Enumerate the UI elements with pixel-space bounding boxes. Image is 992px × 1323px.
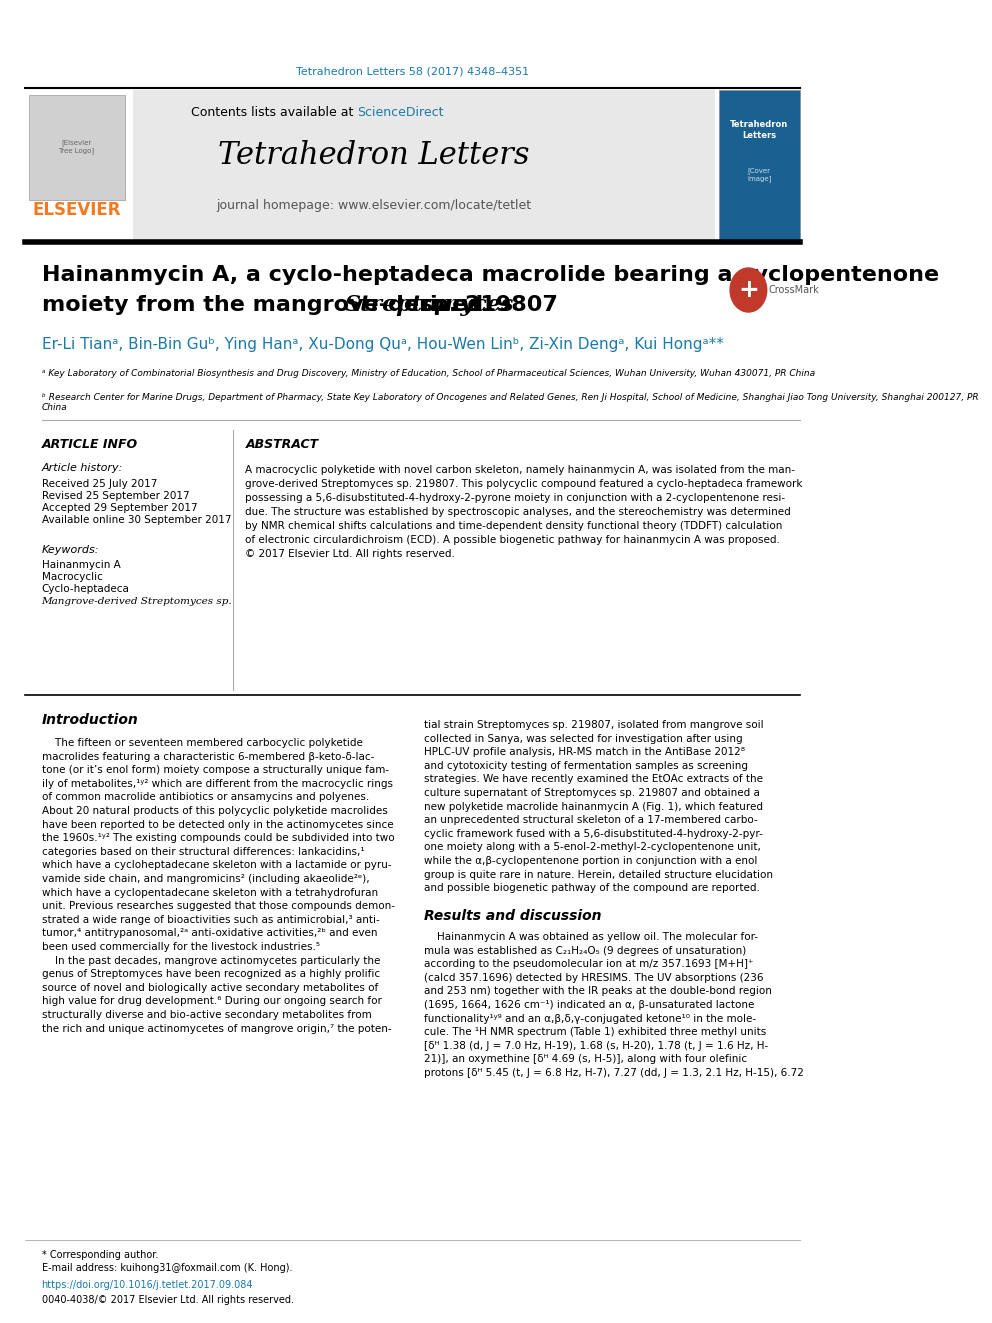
Text: Results and discussion: Results and discussion xyxy=(425,909,601,923)
Text: Er-Li Tianᵃ, Bin-Bin Guᵇ, Ying Hanᵃ, Xu-Dong Quᵃ, Hou-Wen Linᵇ, Zi-Xin Dengᵃ, Ku: Er-Li Tianᵃ, Bin-Bin Guᵇ, Ying Hanᵃ, Xu-… xyxy=(42,337,723,352)
FancyBboxPatch shape xyxy=(719,90,800,239)
Text: journal homepage: www.elsevier.com/locate/tetlet: journal homepage: www.elsevier.com/locat… xyxy=(216,198,532,212)
FancyBboxPatch shape xyxy=(29,95,125,200)
Text: CrossMark: CrossMark xyxy=(769,284,819,295)
Text: sp. 219807: sp. 219807 xyxy=(412,295,558,315)
Text: Received 25 July 2017: Received 25 July 2017 xyxy=(42,479,157,490)
Text: +: + xyxy=(738,278,759,302)
Text: ELSEVIER: ELSEVIER xyxy=(33,201,121,220)
Text: Hainanmycin A was obtained as yellow oil. The molecular for-
mula was establishe: Hainanmycin A was obtained as yellow oil… xyxy=(425,931,804,1078)
Text: The fifteen or seventeen membered carbocyclic polyketide
macrolides featuring a : The fifteen or seventeen membered carboc… xyxy=(42,738,395,1033)
FancyBboxPatch shape xyxy=(25,90,133,239)
Text: Macrocyclic: Macrocyclic xyxy=(42,572,102,582)
Text: Tetrahedron Letters 58 (2017) 4348–4351: Tetrahedron Letters 58 (2017) 4348–4351 xyxy=(296,67,529,77)
Text: https://doi.org/10.1016/j.tetlet.2017.09.084: https://doi.org/10.1016/j.tetlet.2017.09… xyxy=(42,1279,253,1290)
FancyBboxPatch shape xyxy=(74,90,715,239)
Text: Mangrove-derived Streptomyces sp.: Mangrove-derived Streptomyces sp. xyxy=(42,597,232,606)
Text: Streptomyces: Streptomyces xyxy=(345,294,515,316)
Text: Hainanmycin A: Hainanmycin A xyxy=(42,560,120,570)
Text: 0040-4038/© 2017 Elsevier Ltd. All rights reserved.: 0040-4038/© 2017 Elsevier Ltd. All right… xyxy=(42,1295,294,1304)
Text: ᵃ Key Laboratory of Combinatorial Biosynthesis and Drug Discovery, Ministry of E: ᵃ Key Laboratory of Combinatorial Biosyn… xyxy=(42,369,814,377)
Text: E-mail address: kuihong31@foxmail.com (K. Hong).: E-mail address: kuihong31@foxmail.com (K… xyxy=(42,1263,292,1273)
Text: Hainanmycin A, a cyclo-heptadeca macrolide bearing a cyclopentenone: Hainanmycin A, a cyclo-heptadeca macroli… xyxy=(42,265,938,284)
Text: A macrocyclic polyketide with novel carbon skeleton, namely hainanmycin A, was i: A macrocyclic polyketide with novel carb… xyxy=(245,464,803,560)
Text: Keywords:: Keywords: xyxy=(42,545,99,556)
Text: Accepted 29 September 2017: Accepted 29 September 2017 xyxy=(42,503,197,513)
Text: * Corresponding author.: * Corresponding author. xyxy=(42,1250,158,1259)
Text: [Cover
Image]: [Cover Image] xyxy=(747,168,772,183)
Text: Tetrahedron
Letters: Tetrahedron Letters xyxy=(730,120,789,140)
Text: moiety from the mangrove-derived: moiety from the mangrove-derived xyxy=(42,295,490,315)
Circle shape xyxy=(730,269,767,312)
Text: Cyclo-heptadeca: Cyclo-heptadeca xyxy=(42,583,129,594)
Text: Article history:: Article history: xyxy=(42,463,123,474)
Text: Tetrahedron Letters: Tetrahedron Letters xyxy=(218,139,530,171)
Text: ARTICLE INFO: ARTICLE INFO xyxy=(42,438,138,451)
Text: [Elsevier
Tree Logo]: [Elsevier Tree Logo] xyxy=(59,140,94,155)
Text: tial strain Streptomyces sp. 219807, isolated from mangrove soil
collected in Sa: tial strain Streptomyces sp. 219807, iso… xyxy=(425,720,773,893)
Text: Revised 25 September 2017: Revised 25 September 2017 xyxy=(42,491,189,501)
Text: ᵇ Research Center for Marine Drugs, Department of Pharmacy, State Key Laboratory: ᵇ Research Center for Marine Drugs, Depa… xyxy=(42,393,978,413)
Text: ScienceDirect: ScienceDirect xyxy=(357,106,444,119)
Text: Introduction: Introduction xyxy=(42,713,138,728)
Text: Available online 30 September 2017: Available online 30 September 2017 xyxy=(42,515,231,525)
Text: Contents lists available at: Contents lists available at xyxy=(191,106,357,119)
Text: ABSTRACT: ABSTRACT xyxy=(245,438,318,451)
